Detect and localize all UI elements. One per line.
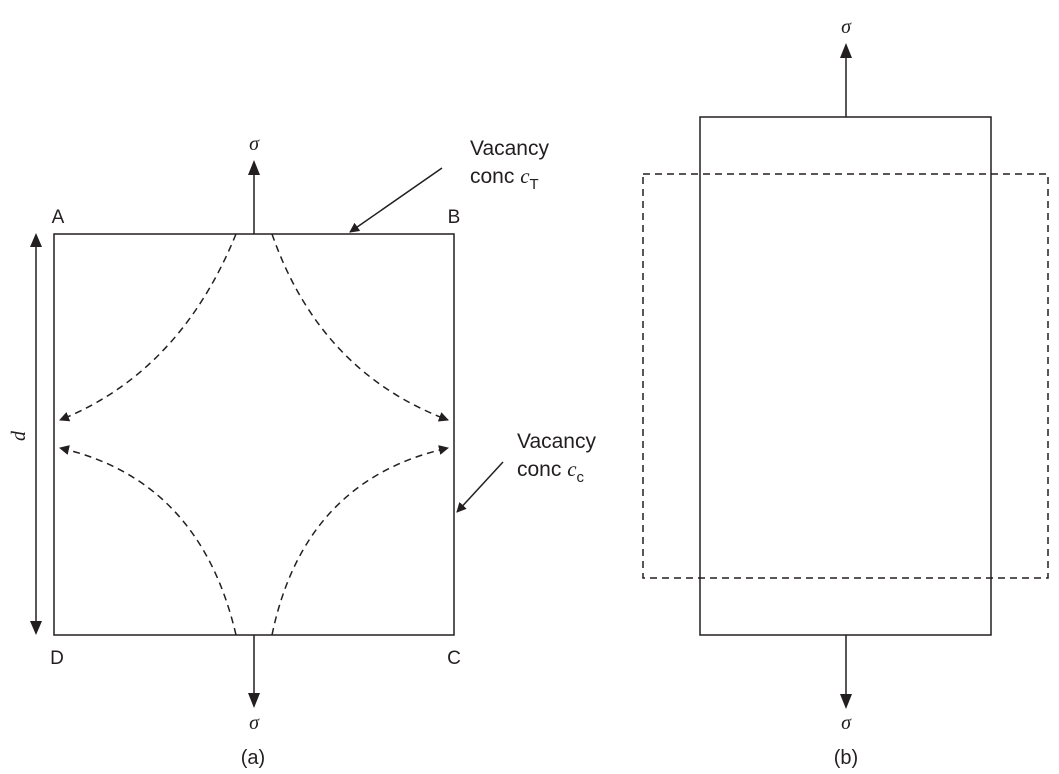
stress-label-top-b: σ [841,16,852,38]
leader-arrow-tension [349,167,443,233]
diffusion-path-bottom-left [59,445,237,636]
dimension-arrowhead-bottom [30,621,42,635]
dimension-label: d [8,430,30,441]
corner-label-c: C [447,648,461,669]
label-tension-prefix: conc [470,165,520,188]
leader-arrow-compression [456,461,504,513]
corner-label-a: A [52,207,65,228]
caption-b: (b) [834,747,858,769]
stress-arrowhead-bottom-b [840,694,852,709]
dimension-arrowhead-top [30,233,42,247]
caption-a: (a) [241,747,265,769]
stress-label-top-a: σ [249,133,260,155]
stress-label-bottom-a: σ [249,712,260,734]
stress-arrowhead-top-b [840,43,852,58]
deformed-shape [699,116,992,636]
stress-arrowhead-top-a [248,160,260,175]
diffusion-path-bottom-right [271,445,449,636]
stress-arrowhead-bottom-a [248,693,260,708]
grain-square [53,233,455,636]
label-vacancy-tension-line1: Vacancy [470,137,549,160]
label-vacancy-tension-line2: conc cT [470,164,539,193]
label-compression-var: c [567,457,577,481]
diffusion-path-top-right [271,233,449,422]
label-tension-var: c [520,164,530,188]
label-vacancy-compression-line1: Vacancy [517,430,596,453]
diffusion-path-top-left [59,233,237,422]
panel-b: σ σ (b) [642,16,1049,769]
panel-a: σ σ A B C D d Vacancy conc cT Vacancy co… [8,133,596,769]
corner-label-d: D [50,648,64,669]
label-vacancy-compression-line2: conc cc [517,457,585,486]
stress-label-bottom-b: σ [841,712,852,734]
corner-label-b: B [448,207,461,228]
label-compression-prefix: conc [517,458,567,481]
original-shape-dashed [642,173,1049,579]
label-compression-sub: c [577,469,585,486]
label-tension-sub: T [530,176,539,193]
